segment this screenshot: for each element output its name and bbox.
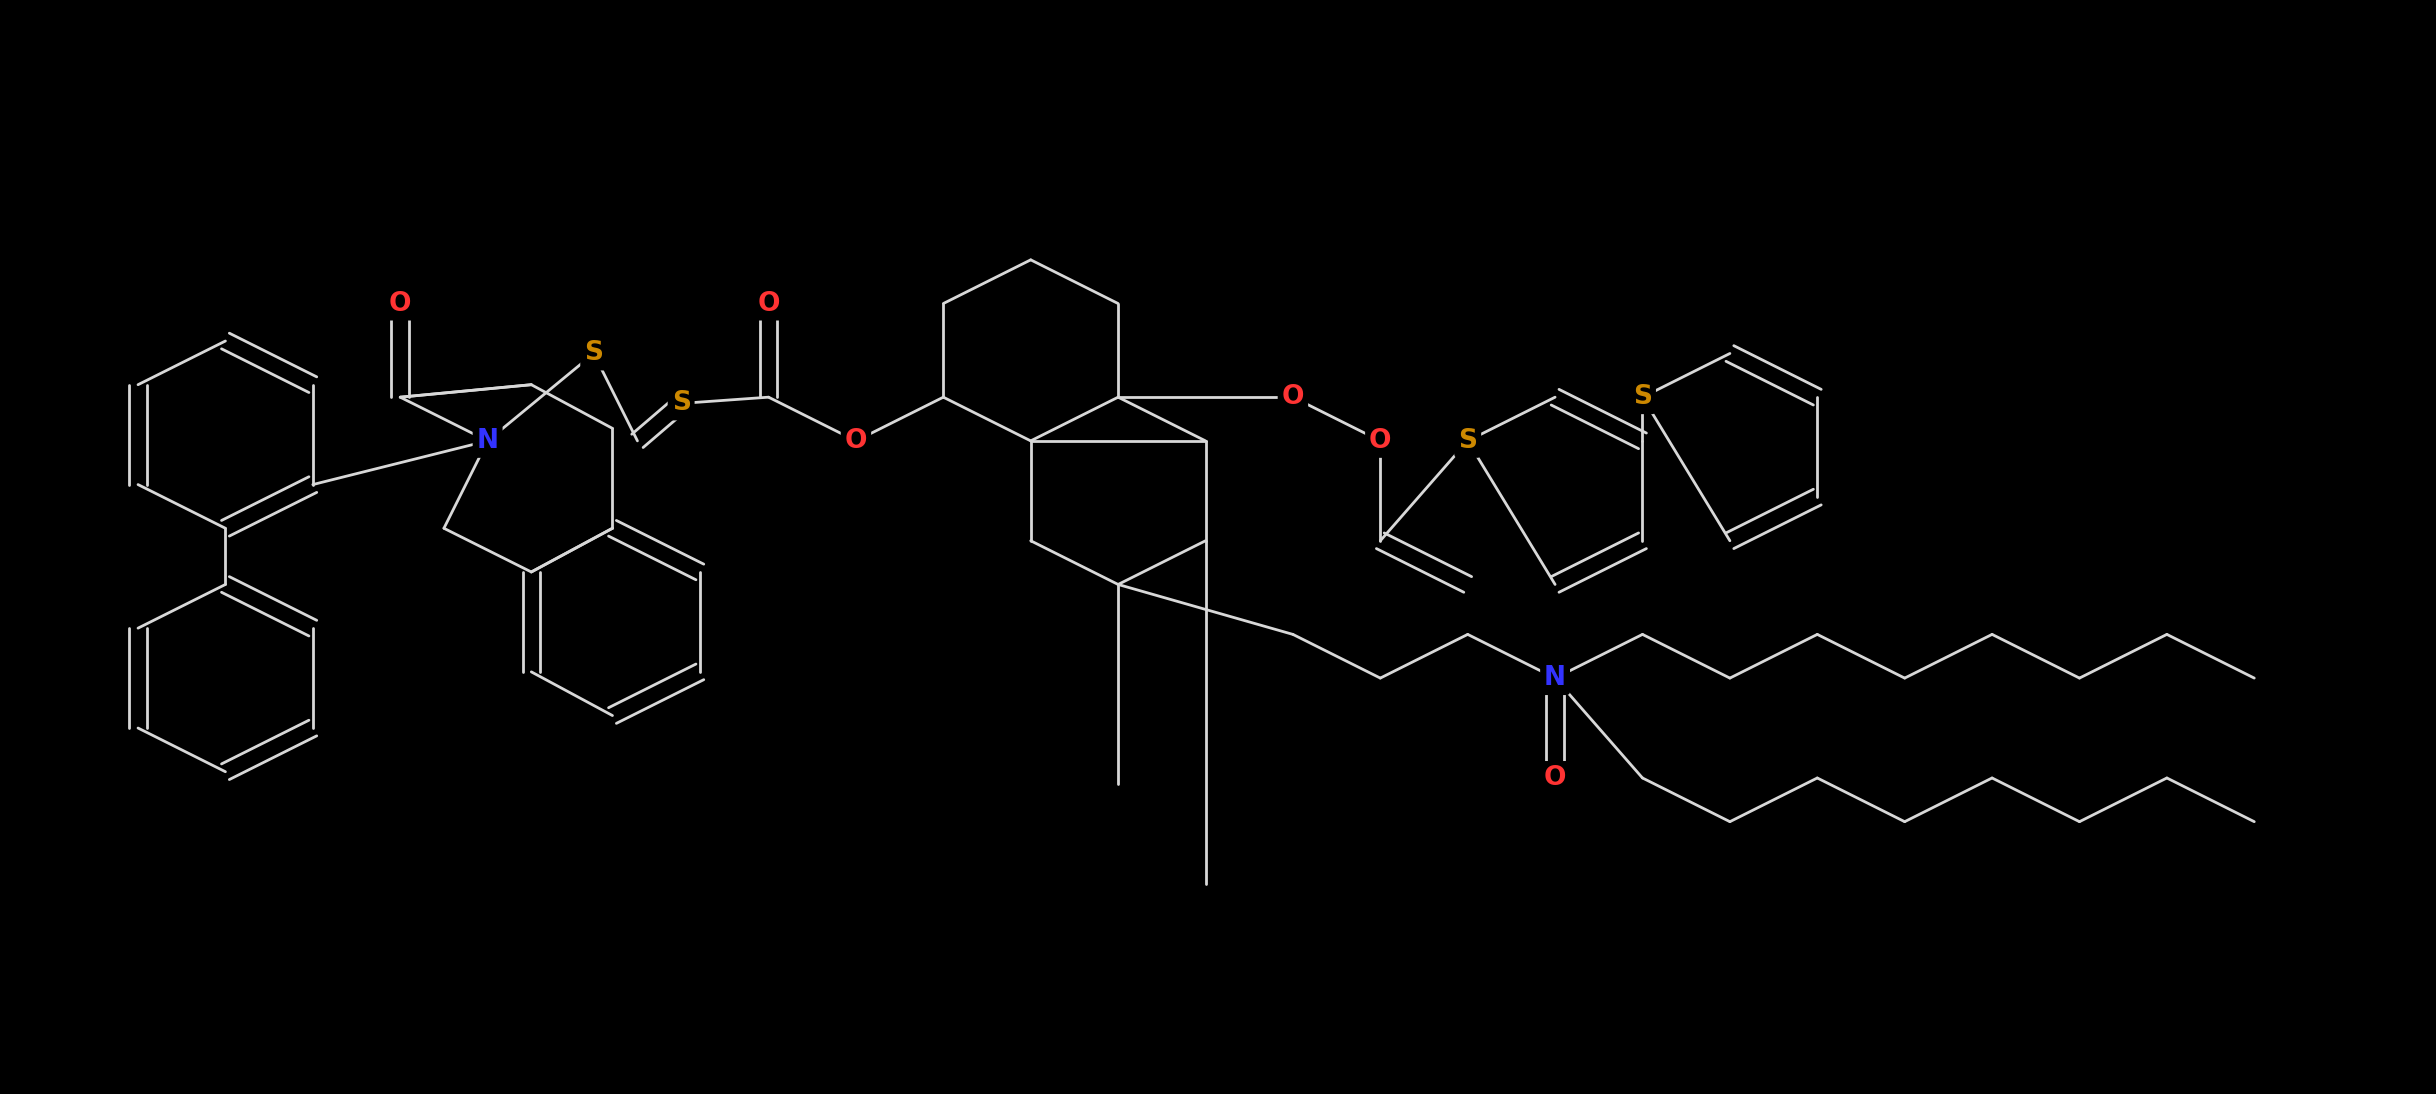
Text: S: S — [672, 391, 692, 417]
Text: O: O — [1281, 384, 1303, 410]
Text: O: O — [758, 291, 780, 316]
Text: O: O — [1544, 765, 1566, 791]
Text: S: S — [1632, 384, 1652, 410]
Text: S: S — [585, 340, 604, 366]
Text: N: N — [477, 428, 499, 454]
Text: O: O — [845, 428, 867, 454]
Text: S: S — [1459, 428, 1476, 454]
Text: O: O — [1369, 428, 1391, 454]
Text: O: O — [390, 291, 412, 316]
Text: N: N — [1544, 665, 1566, 691]
